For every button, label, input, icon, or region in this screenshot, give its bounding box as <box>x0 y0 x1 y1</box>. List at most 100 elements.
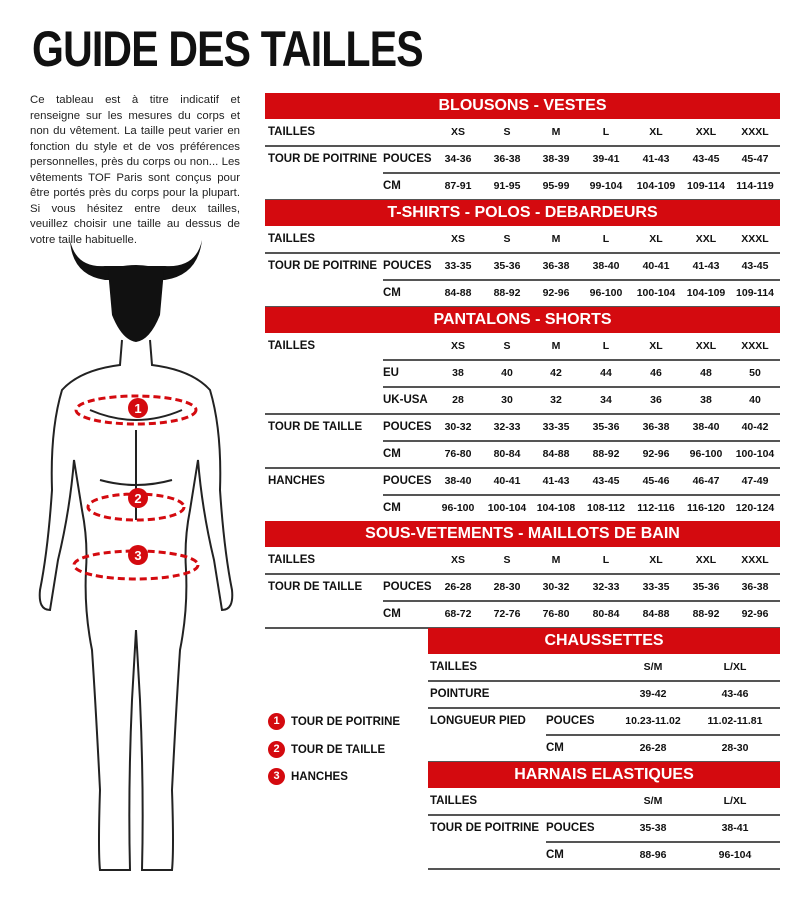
row-unit: CM <box>383 287 401 299</box>
table-cell: L <box>602 233 610 245</box>
table-header: PANTALONS - SHORTS <box>265 307 780 333</box>
row-label: TOUR DE TAILLE <box>268 421 363 433</box>
table-cell: 48 <box>700 367 712 379</box>
table-cell: 41-43 <box>542 475 570 487</box>
row-unit: POUCES <box>383 581 432 593</box>
table-cell: M <box>551 340 561 352</box>
row-divider <box>383 440 780 442</box>
table-cell: 96-100 <box>689 448 723 460</box>
row-unit: POUCES <box>546 715 595 727</box>
bull-head-icon <box>70 240 202 342</box>
number-2-icon: 2 <box>268 741 285 758</box>
table-cell: 92-96 <box>542 287 570 299</box>
table-cell: XXXL <box>741 340 769 352</box>
table-cell: 40 <box>501 367 513 379</box>
table-cell: XS <box>450 554 465 566</box>
table-cell: 100-104 <box>487 502 527 514</box>
table-cell: L/XL <box>723 795 747 807</box>
table-cell: 36 <box>650 394 662 406</box>
table-cell: 32 <box>550 394 562 406</box>
row-divider <box>265 252 780 254</box>
table-cell: 39-41 <box>592 153 620 165</box>
table-cell: 109-114 <box>736 287 774 299</box>
table-cell: 26-28 <box>639 742 667 754</box>
table-cell: M <box>551 554 561 566</box>
page-title: GUIDE DES TAILLES <box>32 21 424 77</box>
table-cell: 92-96 <box>741 608 769 620</box>
table-header: SOUS-VETEMENTS - MAILLOTS DE BAIN <box>265 521 780 547</box>
svg-text:1: 1 <box>134 401 141 416</box>
table-cell: 46 <box>650 367 662 379</box>
table-cell: 43-46 <box>721 688 749 700</box>
table-cell: L <box>602 126 610 138</box>
table-cell: 76-80 <box>444 448 472 460</box>
table-cell: 32-33 <box>493 421 521 433</box>
table-cell: XXXL <box>741 126 769 138</box>
table-cell: 40-41 <box>493 475 521 487</box>
legend-label: HANCHES <box>291 770 348 783</box>
table-cell: 109-114 <box>687 180 725 192</box>
table-cell: 87-91 <box>444 180 472 192</box>
table-cell: 88-96 <box>639 849 667 861</box>
marker-hips-icon: 3 <box>128 545 148 565</box>
table-cell: 10.23-11.02 <box>625 715 681 727</box>
row-label: TAILLES <box>268 126 316 138</box>
table-cell: 11.02-11.81 <box>707 715 763 727</box>
row-label: HANCHES <box>268 475 325 487</box>
row-divider <box>428 707 780 709</box>
row-label: TOUR DE POITRINE <box>268 260 378 272</box>
row-unit: CM <box>546 849 564 861</box>
row-divider <box>428 680 780 682</box>
row-divider <box>546 734 780 736</box>
table-cell: S/M <box>643 661 663 673</box>
table-cell: 38-40 <box>444 475 472 487</box>
table-cell: 88-92 <box>493 287 521 299</box>
table-cell: L <box>602 340 610 352</box>
table-cell: 80-84 <box>592 608 620 620</box>
row-divider <box>383 494 780 496</box>
table-cell: 36-38 <box>493 153 521 165</box>
table-cell: XL <box>649 126 663 138</box>
table-cell: 44 <box>600 367 612 379</box>
row-label: TOUR DE POITRINE <box>268 153 378 165</box>
row-divider <box>383 359 780 361</box>
table-cell: 100-104 <box>636 287 676 299</box>
legend-item-waist: 2 TOUR DE TAILLE <box>268 741 385 758</box>
table-cell: 42 <box>550 367 562 379</box>
svg-text:2: 2 <box>134 491 141 506</box>
row-divider <box>546 841 780 843</box>
table-cell: XL <box>649 554 663 566</box>
table-cell: 38 <box>452 367 464 379</box>
table-header: CHAUSSETTES <box>428 628 780 654</box>
row-label: TAILLES <box>430 661 478 673</box>
table-cell: 45-46 <box>642 475 670 487</box>
row-divider <box>383 279 780 281</box>
row-unit: POUCES <box>546 822 595 834</box>
table-cell: 30 <box>501 394 513 406</box>
row-divider <box>265 145 780 147</box>
svg-text:3: 3 <box>134 548 141 563</box>
table-cell: 100-104 <box>735 448 775 460</box>
row-divider <box>383 172 780 174</box>
table-header: HARNAIS ELASTIQUES <box>428 762 780 788</box>
table-cell: 35-36 <box>592 421 620 433</box>
table-cell: 40-41 <box>642 260 670 272</box>
table-cell: 38 <box>700 394 712 406</box>
table-cell: 35-36 <box>692 581 720 593</box>
table-cell: 45-47 <box>741 153 769 165</box>
table-cell: 34 <box>600 394 612 406</box>
table-cell: XS <box>450 340 465 352</box>
legend-item-hips: 3 HANCHES <box>268 768 348 785</box>
table-cell: 46-47 <box>692 475 720 487</box>
marker-waist-icon: 2 <box>128 488 148 508</box>
marker-chest-icon: 1 <box>128 398 148 418</box>
row-unit: CM <box>383 448 401 460</box>
table-cell: 30-32 <box>444 421 472 433</box>
table-cell: 43-45 <box>692 153 720 165</box>
table-cell: 47-49 <box>741 475 769 487</box>
table-header: BLOUSONS - VESTES <box>265 93 780 119</box>
table-cell: 40 <box>749 394 761 406</box>
row-label: TOUR DE POITRINE <box>430 822 540 834</box>
row-divider <box>265 467 780 469</box>
